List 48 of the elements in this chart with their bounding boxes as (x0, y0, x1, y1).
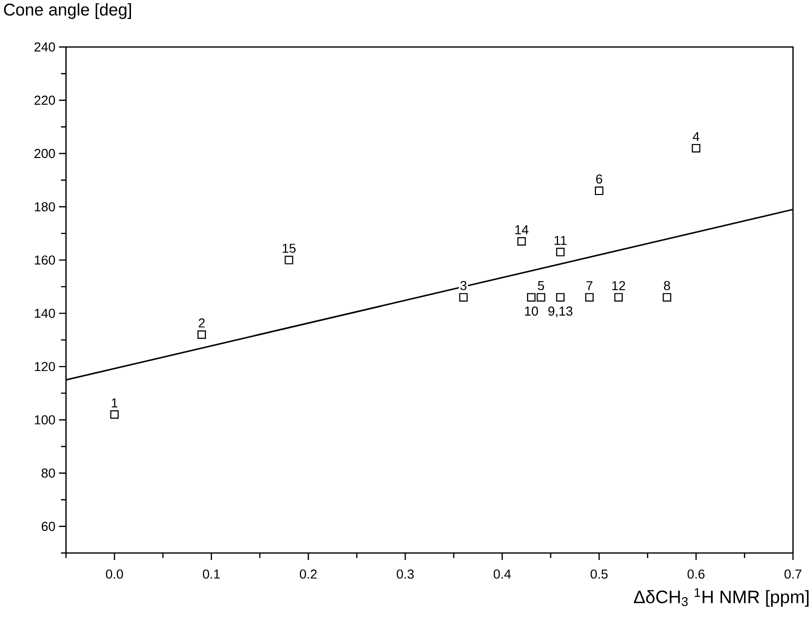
x-tick-label: 0.5 (590, 570, 608, 579)
y-tick-label: 60 (42, 522, 55, 531)
y-tick-label: 180 (34, 202, 55, 212)
y-tick-label: 120 (34, 362, 55, 372)
point (536, 293, 546, 302)
x-tick-label: 0.1 (202, 570, 220, 579)
annotation: 9,13 (548, 306, 572, 318)
point (284, 256, 294, 264)
point (517, 237, 526, 246)
point (110, 410, 119, 419)
annotation: 1 (112, 398, 118, 408)
y-tick-label: 160 (34, 255, 55, 265)
x-tick-label: 0.3 (396, 570, 414, 579)
x-tick-label: 0.4 (494, 570, 511, 579)
annotation: 4 (692, 132, 700, 141)
annotation: 12 (612, 281, 626, 290)
point (594, 186, 604, 196)
point (459, 293, 468, 302)
annotation: 2 (198, 318, 205, 328)
annotation: 5 (538, 281, 544, 290)
x-tick-label: 0.2 (300, 570, 317, 579)
y-tick-label: 200 (34, 148, 55, 158)
y-tick-label: 140 (34, 308, 55, 318)
point (556, 293, 565, 302)
point (614, 293, 623, 302)
y-tick-label: 100 (34, 415, 55, 424)
annotation: 8 (664, 280, 670, 290)
annotation: 3 (460, 280, 466, 290)
x-tick-label: 0.0 (106, 570, 123, 579)
point (527, 293, 536, 302)
point (662, 293, 672, 302)
y-tick-label: 80 (42, 468, 55, 478)
annotation: 11 (554, 236, 566, 245)
point (556, 248, 565, 256)
point (585, 293, 594, 302)
x-tick-label: 0.6 (688, 570, 705, 579)
annotation: 14 (515, 225, 528, 234)
y-tick-label: 220 (34, 96, 55, 105)
x-axis-title: ΔδCH$_{3}$ $^{1}$H NMR [ppm] (634, 588, 809, 607)
annotation: 10 (525, 306, 538, 316)
annotation: 15 (282, 244, 296, 253)
point (692, 144, 700, 152)
annotation: 6 (596, 174, 602, 184)
point (197, 330, 206, 339)
annotation: 7 (586, 281, 592, 290)
y-tick-label: 240 (34, 42, 55, 52)
y-axis-title: Cone angle [deg] (4, 3, 131, 19)
x-tick-label: 0.7 (784, 570, 802, 579)
